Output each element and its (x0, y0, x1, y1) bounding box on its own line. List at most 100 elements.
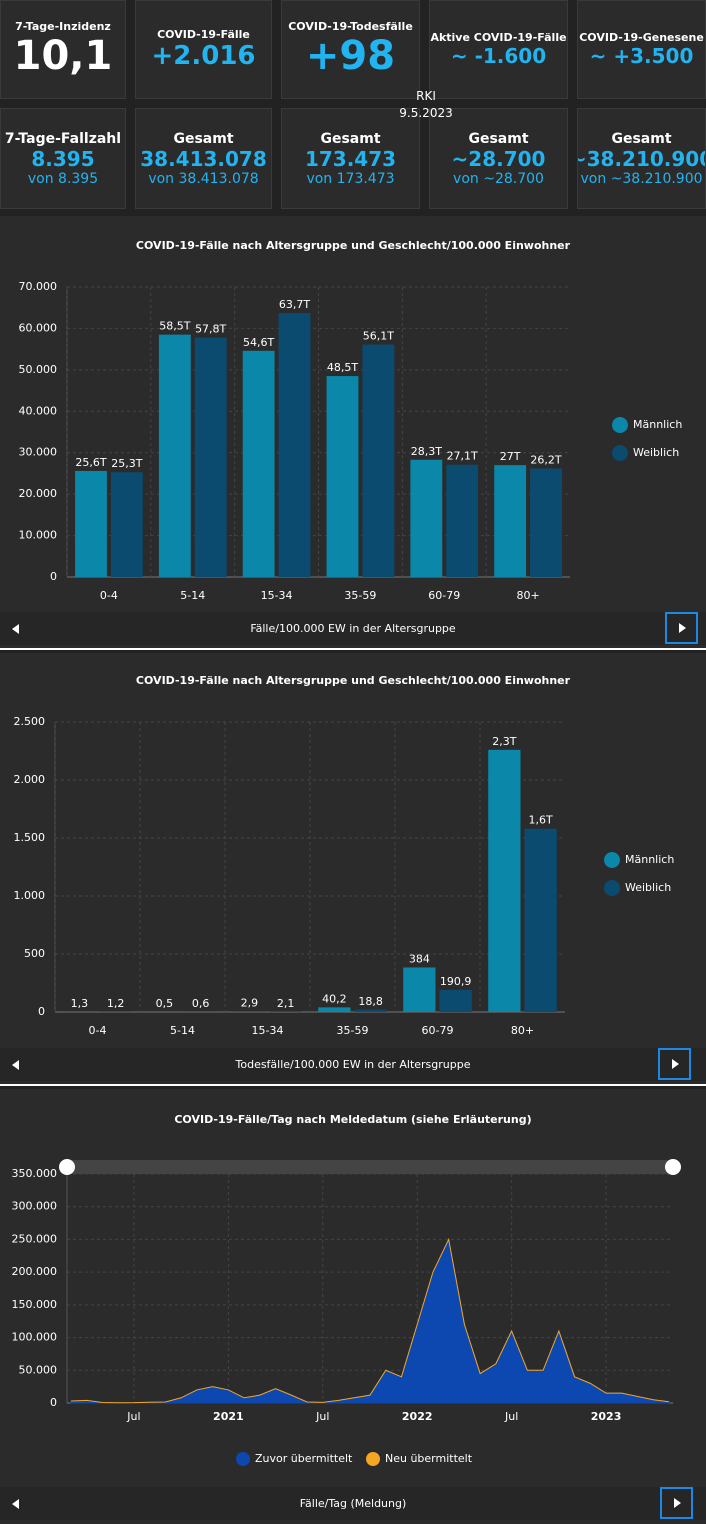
bar (530, 468, 562, 577)
range-handle[interactable] (665, 1159, 681, 1175)
value-label: 1,2 (107, 997, 125, 1010)
bar (194, 337, 227, 577)
value-label: 26,2T (530, 453, 561, 466)
kpi-label: 7-Tage-Inzidenz (15, 20, 111, 33)
kpi-tile: COVID-19-Todesfälle +98 (281, 0, 420, 99)
legend-swatch (612, 445, 628, 461)
legend-swatch (366, 1452, 380, 1466)
kpi-sub: von 38.413.078 (148, 170, 259, 187)
prev-button[interactable] (12, 624, 19, 634)
range-slider[interactable] (67, 1160, 673, 1174)
next-button[interactable] (665, 612, 698, 644)
x-tick-label: 35-59 (337, 1024, 369, 1037)
kpi-tile: Gesamt 38.413.078 von 38.413.078 (135, 108, 272, 209)
footer-bar (0, 612, 706, 645)
x-tick-label: 5-14 (180, 589, 205, 602)
value-label: 54,6T (243, 336, 274, 349)
bar (410, 459, 443, 577)
y-tick-label: 0 (50, 1396, 57, 1409)
value-label: 0,6 (192, 997, 210, 1010)
legend-swatch (604, 852, 620, 868)
kpi-tile: Aktive COVID-19-Fälle ~ -1.600 (429, 0, 568, 99)
x-tick-label: Jul (315, 1410, 329, 1423)
kpi-tile: COVID-19-Genesene ~ +3.500 (577, 0, 706, 99)
kpi-tile: 7-Tage-Fallzahl 8.395 von 8.395 (0, 108, 126, 209)
bar (326, 376, 359, 577)
kpi-label: Gesamt (468, 130, 529, 147)
source-name: RKI (416, 89, 436, 103)
bar (403, 967, 436, 1012)
y-tick-label: 200.000 (12, 1265, 58, 1278)
x-tick-label: Jul (504, 1410, 518, 1423)
next-arrow[interactable] (672, 1059, 679, 1069)
footer-bar (0, 1048, 706, 1081)
x-tick-label: 80+ (511, 1024, 534, 1037)
kpi-value: ~38.210.900 (577, 146, 706, 171)
range-handle[interactable] (59, 1159, 75, 1175)
kpi-value: 38.413.078 (140, 146, 267, 171)
kpi-label: Gesamt (173, 130, 234, 147)
bar (158, 334, 191, 577)
legend-label: Neu übermittelt (385, 1452, 473, 1465)
value-label: 190,9 (440, 975, 472, 988)
x-axis-label: Fälle/100.000 EW in der Altersgruppe (250, 622, 456, 635)
value-label: 27,1T (447, 450, 478, 463)
x-tick-label: 35-59 (344, 589, 376, 602)
x-tick-label: 2023 (591, 1410, 622, 1423)
y-tick-label: 350.000 (12, 1167, 58, 1180)
value-label: 63,7T (279, 298, 310, 311)
value-label: 384 (409, 952, 430, 965)
value-label: 25,6T (75, 456, 106, 469)
legend-label: Weiblich (633, 446, 679, 459)
next-arrow[interactable] (679, 623, 686, 633)
kpi-sub: von ~28.700 (453, 170, 544, 187)
panel (0, 1089, 706, 1524)
value-label: 2,9 (241, 997, 259, 1010)
legend-label: Zuvor übermittelt (255, 1452, 353, 1465)
x-tick-label: 5-14 (170, 1024, 195, 1037)
next-arrow[interactable] (674, 1498, 681, 1508)
bar (110, 472, 143, 577)
legend-swatch (604, 880, 620, 896)
y-tick-label: 0 (38, 1005, 45, 1018)
x-tick-label: 60-79 (428, 589, 460, 602)
kpi-tile: Gesamt ~28.700 von ~28.700 (429, 108, 568, 209)
legend-label: Weiblich (625, 881, 671, 894)
bar (362, 344, 395, 577)
bar (524, 828, 557, 1012)
y-tick-label: 300.000 (12, 1200, 58, 1213)
y-tick-label: 1.000 (14, 889, 46, 902)
value-label: 27T (500, 450, 521, 463)
legend-swatch (236, 1452, 250, 1466)
next-button[interactable] (658, 1048, 691, 1080)
value-label: 58,5T (159, 320, 190, 333)
y-tick-label: 2.500 (14, 715, 46, 728)
bar (354, 1009, 387, 1012)
kpi-value: ~ -1.600 (450, 44, 547, 68)
prev-button[interactable] (12, 1499, 19, 1509)
x-axis-label: Fälle/Tag (Meldung) (300, 1497, 407, 1510)
next-button[interactable] (660, 1487, 693, 1519)
value-label: 25,3T (111, 457, 142, 470)
kpi-value: 8.395 (31, 146, 95, 171)
source-date: 9.5.2023 (399, 106, 453, 120)
chart-title: COVID-19-Fälle/Tag nach Meldedatum (sieh… (174, 1113, 531, 1126)
y-tick-label: 60.000 (19, 321, 58, 334)
legend-label: Männlich (625, 853, 674, 866)
kpi-value: 173.473 (304, 146, 397, 171)
prev-button[interactable] (12, 1060, 19, 1070)
x-tick-label: 60-79 (422, 1024, 454, 1037)
y-tick-label: 250.000 (12, 1232, 58, 1245)
bar (278, 313, 311, 577)
kpi-label: Aktive COVID-19-Fälle (430, 31, 567, 44)
kpi-sub: von ~38.210.900 (580, 170, 703, 187)
value-label: 56,1T (363, 330, 394, 343)
y-tick-label: 500 (24, 947, 45, 960)
x-tick-label: 80+ (516, 589, 539, 602)
value-label: 0,5 (156, 997, 174, 1010)
kpi-label: 7-Tage-Fallzahl (4, 130, 122, 147)
value-label: 40,2 (322, 992, 347, 1005)
footer-bar (0, 1487, 706, 1520)
kpi-value: ~28.700 (451, 146, 546, 171)
kpi-label: COVID-19-Fälle (157, 28, 250, 41)
